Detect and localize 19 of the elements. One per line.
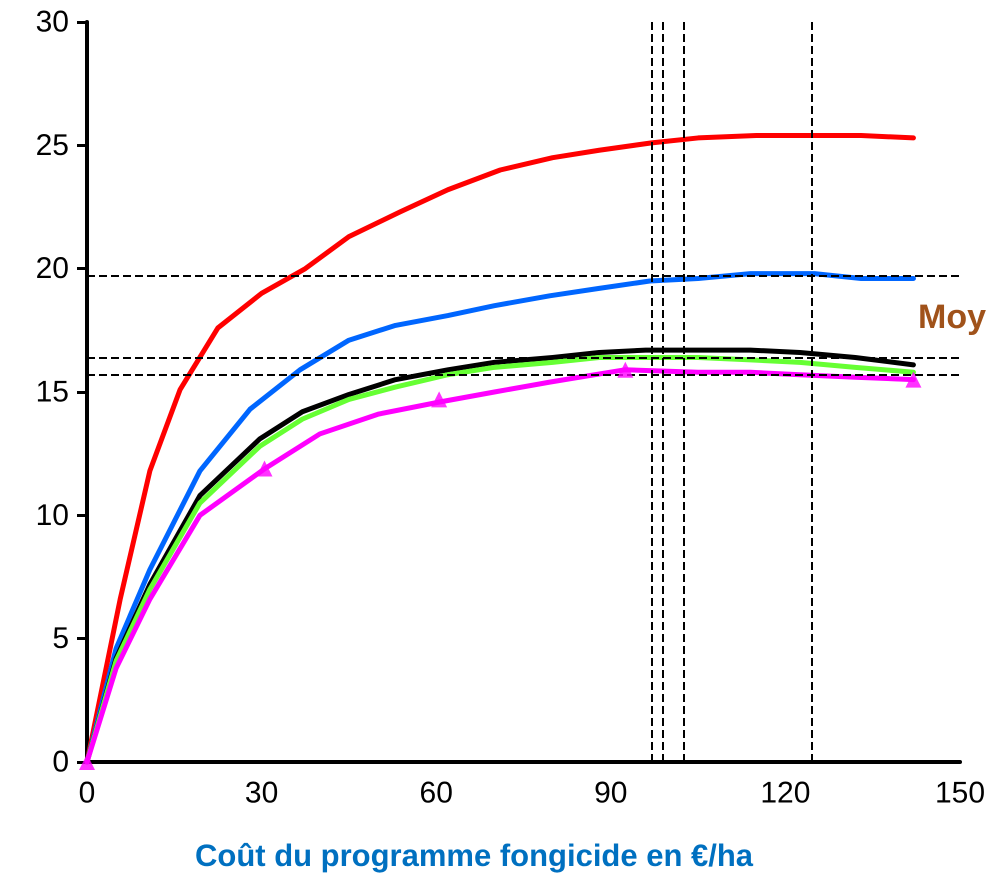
y-tick-label: 30 xyxy=(36,6,69,38)
y-tick-label: 20 xyxy=(36,252,69,286)
point xyxy=(905,372,922,388)
x-axis-title: Coût du programme fongicide en €/ha xyxy=(195,838,754,873)
point xyxy=(256,460,273,476)
x-tick-label: 0 xyxy=(78,776,96,810)
x-tick-label: 150 xyxy=(934,776,986,810)
point xyxy=(617,362,634,378)
x-tick-label: 30 xyxy=(244,776,278,810)
y-tick-label: 5 xyxy=(52,622,69,656)
point xyxy=(431,391,448,408)
x-tick-label: 120 xyxy=(760,776,810,810)
x-tick-label: 90 xyxy=(594,776,628,810)
x-tick-label: 60 xyxy=(420,776,453,810)
y-tick-label: 25 xyxy=(36,128,69,162)
y-tick-label: 15 xyxy=(36,376,69,408)
y-tick-label: 0 xyxy=(52,746,69,778)
annotation: Moy xyxy=(918,298,986,336)
y-tick-label: 10 xyxy=(36,498,69,532)
